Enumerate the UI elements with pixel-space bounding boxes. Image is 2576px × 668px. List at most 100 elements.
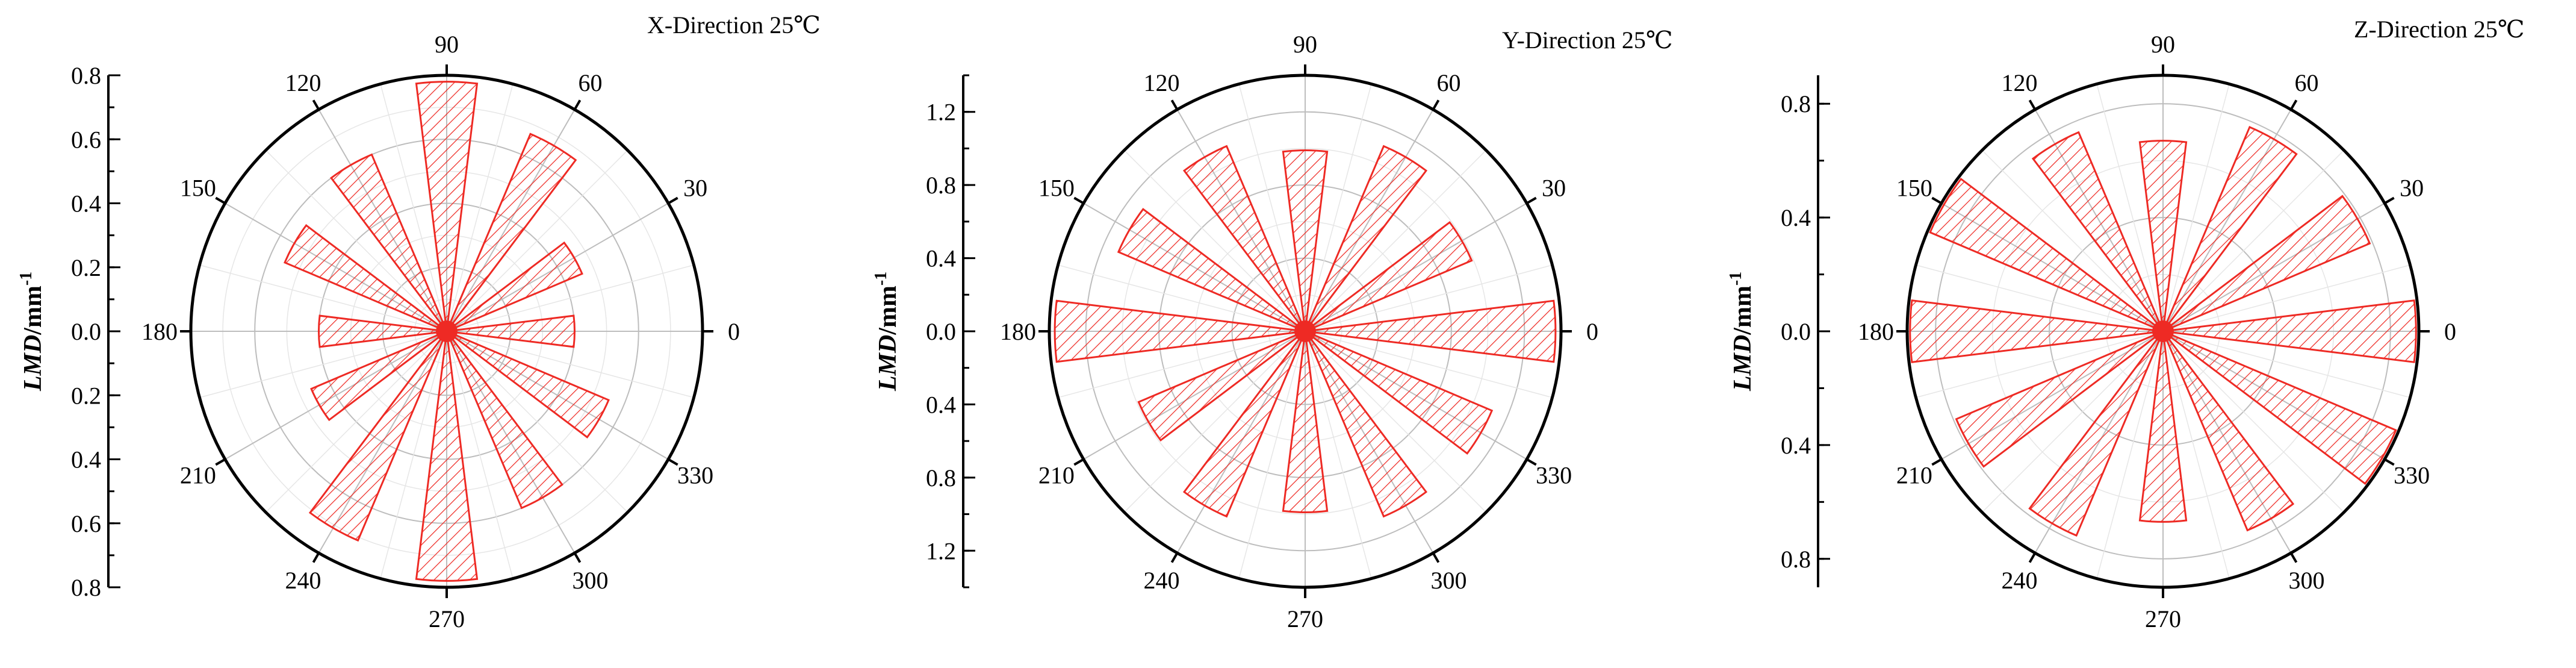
grid-spoke <box>1305 84 1372 332</box>
angle-tick <box>1170 553 1178 563</box>
polar-bar-120 <box>1182 145 1306 332</box>
grid-spoke <box>2162 84 2230 332</box>
radial-tick-label: 0.8 <box>1781 546 1811 573</box>
angle-label-90: 90 <box>435 31 459 58</box>
grid-spoke <box>2096 84 2164 332</box>
chart-title: Z-Direction 25℃ <box>2354 16 2525 43</box>
y-axis-label-unit: /mm <box>1729 286 1757 336</box>
angle-tick <box>668 458 678 466</box>
y-axis-label: LMD/mm-1 <box>17 272 47 392</box>
radial-tick-label: 0.4 <box>926 391 956 418</box>
y-axis-label-exp: -1 <box>872 272 890 286</box>
angle-tick <box>2290 553 2298 563</box>
polar-bar-270 <box>2138 331 2188 523</box>
grid-spoke <box>446 331 694 398</box>
grid-spoke <box>1305 331 1372 579</box>
grid-spoke <box>446 331 628 513</box>
angle-label-0: 0 <box>1586 318 1598 345</box>
angle-label-120: 120 <box>1144 69 1180 96</box>
angle-label-330: 330 <box>1536 462 1572 489</box>
angle-tick <box>574 99 582 110</box>
polar-bar-180 <box>1054 299 1306 363</box>
polar-bar-30 <box>1305 221 1473 332</box>
polar-bar-90 <box>1282 149 1329 332</box>
angle-label-330: 330 <box>2394 462 2430 489</box>
polar-bar-210 <box>1955 330 2164 468</box>
polar-bar-150 <box>284 224 447 332</box>
polar-bar-240 <box>1182 331 1306 518</box>
radial-tick-label: 1.2 <box>926 99 956 126</box>
angle-tick <box>1073 196 1084 204</box>
grid-spoke <box>380 84 447 332</box>
polar-bar-180 <box>1909 299 2164 363</box>
polar-bar-120 <box>2031 131 2164 332</box>
grid-spoke <box>265 149 447 332</box>
angle-label-120: 120 <box>2002 69 2038 96</box>
y-axis-label: LMD/mm-1 <box>872 272 902 392</box>
angle-tick <box>2385 458 2395 466</box>
radial-tick-label: 0.8 <box>71 574 101 601</box>
grid-spoke <box>2162 264 2410 332</box>
grid-spoke <box>1238 84 1306 332</box>
radial-tick-label: 0.2 <box>71 382 101 409</box>
angle-tick <box>668 196 678 204</box>
angle-label-210: 210 <box>180 462 216 489</box>
angle-tick <box>1527 458 1537 466</box>
polar-bar-60 <box>445 133 577 332</box>
polar-bar-30 <box>2162 195 2371 332</box>
angle-tick <box>1931 458 1941 466</box>
angle-label-270: 270 <box>2145 605 2181 632</box>
angle-label-270: 270 <box>429 605 465 632</box>
angle-label-210: 210 <box>1896 462 1932 489</box>
chart-title: X-Direction 25℃ <box>647 11 821 39</box>
outer-circle <box>1047 73 1563 589</box>
angle-tick <box>1931 196 1941 204</box>
radial-tick-label: 0.4 <box>926 245 956 272</box>
polar-bar-120 <box>330 153 448 332</box>
angle-tick <box>574 553 582 563</box>
polar-bar-90 <box>415 81 479 332</box>
grid-spoke <box>2162 331 2230 579</box>
angle-tick <box>215 458 225 466</box>
angle-label-150: 150 <box>180 175 216 202</box>
angle-tick <box>2028 553 2036 563</box>
grid-spoke <box>446 331 514 579</box>
grid-spoke <box>2162 331 2345 513</box>
y-axis-label: LMD/mm-1 <box>1727 272 1757 392</box>
radial-tick-label: 0.4 <box>71 446 101 473</box>
grid-spoke <box>1123 149 1306 332</box>
grid-spoke <box>2162 331 2410 398</box>
grid-spoke <box>1058 331 1306 398</box>
radial-tick-label: 0.0 <box>1781 318 1811 345</box>
angle-label-240: 240 <box>285 567 321 594</box>
panel-y-direction: 0 30 60 90 120 150 180 210 240 270 300 330 0.0 0.4 0.… <box>872 27 1673 632</box>
angle-label-300: 300 <box>573 567 609 594</box>
polar-bar-0 <box>2162 299 2417 363</box>
radial-tick-label: 0.4 <box>1781 432 1811 459</box>
polar-bar-270 <box>1282 331 1329 514</box>
chart-title: Y-Direction 25℃ <box>1502 27 1673 54</box>
polar-bar-270 <box>415 331 479 582</box>
grid-spoke <box>1916 331 2164 398</box>
grid-spoke <box>446 149 628 332</box>
y-axis-label-exp: -1 <box>17 272 36 286</box>
grid-spoke <box>199 264 447 332</box>
grid-spoke <box>199 331 447 398</box>
grid-spoke <box>1238 331 1306 579</box>
angle-tick <box>312 553 320 563</box>
y-axis-label-main: LMD <box>874 335 902 392</box>
polar-bar-180 <box>318 314 447 348</box>
grid-spoke <box>1916 264 2164 332</box>
polar-bar-0 <box>446 314 576 348</box>
angle-label-30: 30 <box>1542 175 1566 202</box>
radial-tick-label: 0.6 <box>71 510 101 537</box>
grid-spoke <box>2162 149 2345 332</box>
grid-spoke <box>2096 331 2164 579</box>
angle-label-0: 0 <box>728 318 740 345</box>
radial-tick-label: 0.4 <box>1781 204 1811 231</box>
radial-tick-label: 0.6 <box>71 126 101 153</box>
radial-tick-label: 0.8 <box>926 172 956 199</box>
radial-tick-label: 0.2 <box>71 254 101 281</box>
angle-tick <box>312 99 320 110</box>
